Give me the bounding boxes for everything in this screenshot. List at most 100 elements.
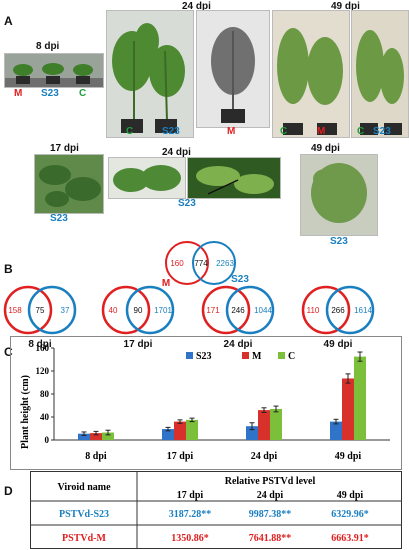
venn-0: 158 75 37 8 dpi — [3, 285, 77, 350]
y-tick-label: 120 — [36, 366, 50, 376]
legend-label-m: M — [252, 351, 262, 362]
venn-s23-circle — [225, 285, 275, 335]
label-s23-49dpi: S23 — [373, 126, 391, 137]
photo-17dpi — [34, 154, 104, 214]
venn-m-count: 40 — [109, 306, 118, 315]
bar-m — [258, 410, 270, 440]
table-row-s23-49: 6329.96* — [331, 509, 369, 520]
label-c-8dpi: C — [79, 88, 87, 99]
bar-m — [174, 421, 186, 440]
label-c-24dpi: C — [126, 126, 134, 137]
venn-dpi-label: 49 dpi — [324, 339, 353, 350]
y-tick-label: 0 — [45, 435, 50, 445]
label-49dpi-bottom: 49 dpi — [311, 143, 340, 154]
venn-m-circle — [3, 285, 53, 335]
venn-shared-count: 90 — [134, 306, 143, 315]
label-8dpi: 8 dpi — [36, 41, 60, 52]
photo-24dpi-leaf-b — [187, 157, 281, 199]
bar-s23 — [246, 426, 258, 440]
x-tick-label: 8 dpi — [85, 451, 107, 462]
venn-s23-circle — [27, 285, 77, 335]
venn-m-count: 171 — [206, 306, 220, 315]
label-17dpi: 17 dpi — [50, 143, 79, 154]
panel-b-label: B — [4, 262, 13, 276]
venn-top-s23-count: 2263 — [216, 259, 234, 268]
venn-top-s23-label: S23 — [231, 274, 249, 285]
venn-m-count: 110 — [307, 306, 320, 315]
label-s23-8dpi: S23 — [41, 88, 59, 99]
venn-top-m-count: 160 — [170, 259, 184, 268]
panel-a-label: A — [4, 14, 13, 28]
venn-shared-count: 75 — [36, 306, 45, 315]
table-day-49: 49 dpi — [337, 490, 364, 501]
venn-shared-count: 246 — [231, 306, 245, 315]
table-row-s23-24: 9987.38** — [249, 509, 292, 520]
label-m-8dpi: M — [14, 88, 23, 99]
label-s23-49dpi-bottom: S23 — [330, 236, 348, 247]
bar-c — [186, 419, 198, 440]
legend-label-c: C — [288, 351, 295, 362]
venn-m-count: 158 — [8, 306, 22, 315]
photo-49dpi-cm — [272, 10, 350, 138]
table-row-m-17: 1350.86* — [171, 533, 209, 544]
legend-swatch-c — [278, 352, 285, 359]
legend-swatch-s23 — [186, 352, 193, 359]
table-col-viroid: Viroid name — [57, 482, 111, 493]
venn-s23-count: 37 — [61, 306, 70, 315]
panel-c-label: C — [4, 345, 13, 359]
venn-s23-circle — [125, 285, 175, 335]
photo-24dpi-gray — [196, 10, 270, 128]
x-tick-label: 24 dpi — [251, 451, 278, 462]
photo-24dpi-color — [106, 10, 194, 138]
photo-24dpi-leaf-a — [108, 157, 186, 199]
label-c-49dpi-2: C — [357, 126, 365, 137]
venn-2: 171 246 1044 24 dpi — [201, 285, 275, 350]
venn-m-circle — [301, 285, 351, 335]
venn-dpi-label: 8 dpi — [28, 339, 52, 350]
label-s23-24dpi-bottom: S23 — [178, 198, 196, 209]
bar-c — [102, 432, 114, 440]
bar-s23 — [330, 421, 342, 440]
venn-1: 40 90 1701 17 dpi — [101, 285, 175, 350]
label-24dpi-top: 24 dpi — [182, 1, 211, 12]
venn-m-circle — [201, 285, 251, 335]
table-row-m-name: PSTVd-M — [62, 533, 106, 544]
chart-ylabel: Plant height (cm) — [20, 375, 31, 449]
venn-s23-count: 1614 — [354, 306, 372, 315]
table-day-24: 24 dpi — [257, 490, 284, 501]
venn-diagrams: 160 774 2263 M S23 158 75 37 8 dpi 40 90 1701 1… — [3, 241, 375, 350]
venn-shared-count: 266 — [331, 306, 345, 315]
label-49dpi-top: 49 dpi — [331, 1, 360, 12]
label-m-24dpi: M — [227, 126, 236, 137]
label-24dpi-bottom: 24 dpi — [162, 147, 191, 158]
table-day-17: 17 dpi — [177, 490, 204, 501]
bar-c — [354, 356, 366, 440]
photo-8dpi — [4, 53, 104, 88]
venn-s23-circle — [325, 285, 375, 335]
table-col-level: Relative PSTVd level — [225, 476, 316, 487]
panel-d-label: D — [4, 484, 13, 498]
table-row-s23-name: PSTVd-S23 — [59, 509, 109, 520]
venn-s23-count: 1044 — [254, 306, 272, 315]
venn-top: 160 774 2263 M S23 — [162, 241, 249, 289]
venn-dpi-label: 17 dpi — [124, 339, 153, 350]
bar-s23 — [78, 433, 90, 440]
pstvd-table: Viroid name Relative PSTVd level 17 dpi … — [30, 471, 402, 549]
venn-top-shared-count: 774 — [194, 259, 208, 268]
y-tick-label: 80 — [40, 389, 50, 399]
venn-m-circle — [101, 285, 151, 335]
table-row-s23-17: 3187.28** — [169, 509, 212, 520]
venn-top-m-label: M — [162, 278, 170, 289]
label-s23-24dpi: S23 — [162, 126, 180, 137]
bar-m — [342, 378, 354, 440]
x-tick-label: 49 dpi — [335, 451, 362, 462]
y-tick-label: 160 — [36, 343, 50, 353]
table-row-m-24: 7641.88** — [249, 533, 292, 544]
label-c-49dpi: C — [280, 126, 288, 137]
table-row-m-49: 6663.91* — [331, 533, 369, 544]
label-m-49dpi: M — [317, 126, 326, 137]
bar-s23 — [162, 429, 174, 440]
bar-c — [270, 408, 282, 440]
venn-3: 110 266 1614 49 dpi — [301, 285, 375, 350]
legend-swatch-m — [242, 352, 249, 359]
